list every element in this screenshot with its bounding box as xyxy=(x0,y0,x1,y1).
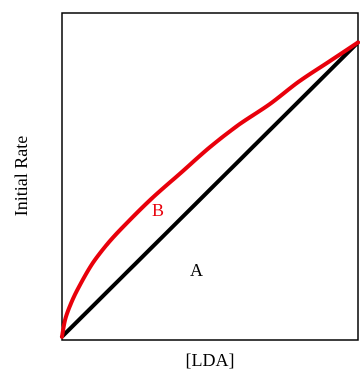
series-layer xyxy=(60,40,360,339)
series-line-b xyxy=(60,40,360,339)
series-label-a: A xyxy=(190,260,203,280)
plot-frame xyxy=(61,12,359,341)
x-axis-title: [LDA] xyxy=(186,350,235,370)
series-label-b: B xyxy=(152,200,164,220)
series-line-a xyxy=(60,40,360,339)
y-axis-title: Initial Rate xyxy=(11,136,31,216)
